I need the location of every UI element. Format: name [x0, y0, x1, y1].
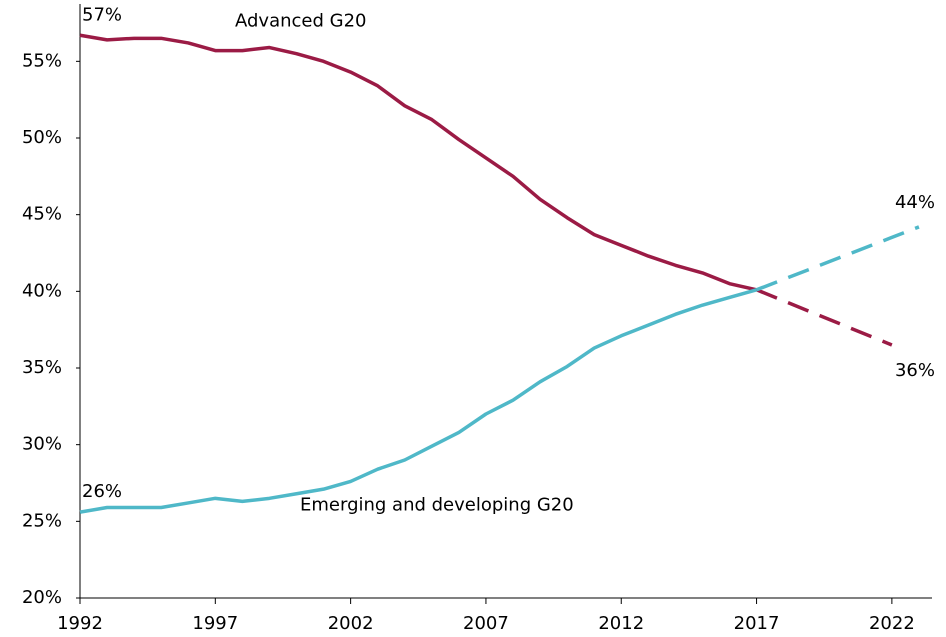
- y-tick-label: 20%: [22, 587, 62, 608]
- end-label: 36%: [895, 360, 935, 381]
- y-tick-label: 30%: [22, 434, 62, 455]
- x-tick-label: 2022: [869, 613, 915, 634]
- y-tick-label: 35%: [22, 357, 62, 378]
- y-tick-label: 40%: [22, 280, 62, 301]
- series-name: Advanced G20: [235, 10, 366, 31]
- y-tick-label: 55%: [22, 50, 62, 71]
- y-tick-label: 45%: [22, 204, 62, 225]
- x-tick-label: 2017: [734, 613, 780, 634]
- end-label: 44%: [895, 192, 935, 213]
- series-name: Emerging and developing G20: [300, 494, 574, 515]
- x-tick-label: 1997: [192, 613, 238, 634]
- start-label: 57%: [82, 4, 122, 25]
- x-tick-label: 1992: [57, 613, 103, 634]
- y-tick-label: 25%: [22, 510, 62, 531]
- x-tick-label: 2007: [463, 613, 509, 634]
- x-tick-label: 2012: [598, 613, 644, 634]
- start-label: 26%: [82, 481, 122, 502]
- series-line: [79, 33, 757, 292]
- projection-line: [755, 225, 920, 292]
- projection-line: [755, 288, 893, 347]
- series-line: [79, 288, 758, 514]
- y-tick-label: 50%: [22, 127, 62, 148]
- x-tick-label: 2002: [328, 613, 374, 634]
